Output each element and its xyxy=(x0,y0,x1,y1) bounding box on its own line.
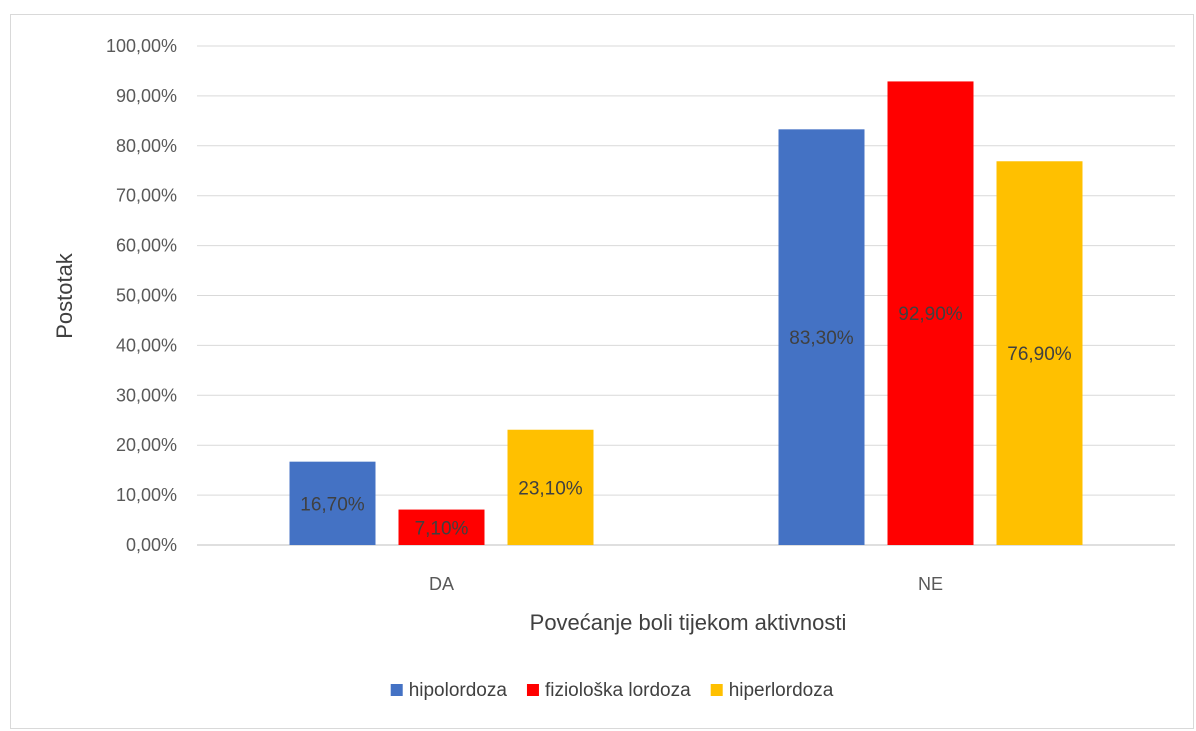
x-category-label: NE xyxy=(918,574,943,594)
y-tick-label: 90,00% xyxy=(116,86,177,106)
data-labels: 16,70% 7,10% 23,10% 83,30% 92,90% 76,90% xyxy=(300,304,1072,539)
data-label: 76,90% xyxy=(1007,344,1072,365)
y-tick-label: 80,00% xyxy=(116,136,177,156)
y-tick-label: 40,00% xyxy=(116,335,177,355)
y-axis-title: Postotak xyxy=(52,252,77,339)
legend-entry: hipolordoza xyxy=(409,680,508,701)
y-tick-label: 10,00% xyxy=(116,485,177,505)
legend-entry: fiziološka lordoza xyxy=(545,680,691,701)
x-category-label: DA xyxy=(429,574,454,594)
bar-da-3 xyxy=(507,429,594,545)
bar-da-2 xyxy=(398,509,485,545)
legend-entry: hiperlordoza xyxy=(729,680,834,701)
bar-da-1 xyxy=(289,461,376,545)
bar-ne-2 xyxy=(887,81,974,545)
x-axis-title: Povećanje boli tijekom aktivnosti xyxy=(530,610,847,635)
data-label: 92,90% xyxy=(898,304,963,325)
y-tick-label: 70,00% xyxy=(116,186,177,206)
x-axis-categories: DA NE xyxy=(429,574,943,594)
y-tick-label: 60,00% xyxy=(116,236,177,256)
chart-frame xyxy=(10,14,1194,729)
y-tick-label: 20,00% xyxy=(116,435,177,455)
data-label: 23,10% xyxy=(518,478,583,499)
legend-swatch xyxy=(526,684,539,696)
bar-ne-1 xyxy=(778,129,865,545)
y-tick-label: 100,00% xyxy=(106,36,177,56)
bars xyxy=(289,81,1083,546)
y-tick-label: 0,00% xyxy=(126,535,177,555)
data-label: 16,70% xyxy=(300,494,365,515)
y-tick-label: 30,00% xyxy=(116,385,177,405)
data-label: 83,30% xyxy=(789,328,854,349)
data-label: 7,10% xyxy=(415,518,469,539)
bar-ne-3 xyxy=(996,161,1083,546)
y-axis-ticks: 0,00% 10,00% 20,00% 30,00% 40,00% 50,00% 60,00… xyxy=(106,36,177,555)
legend: hipolordoza fiziološka lordoza hiperlordoz… xyxy=(390,680,834,701)
y-tick-label: 50,00% xyxy=(116,286,177,306)
legend-swatch xyxy=(710,684,723,696)
legend-swatch xyxy=(390,684,403,696)
